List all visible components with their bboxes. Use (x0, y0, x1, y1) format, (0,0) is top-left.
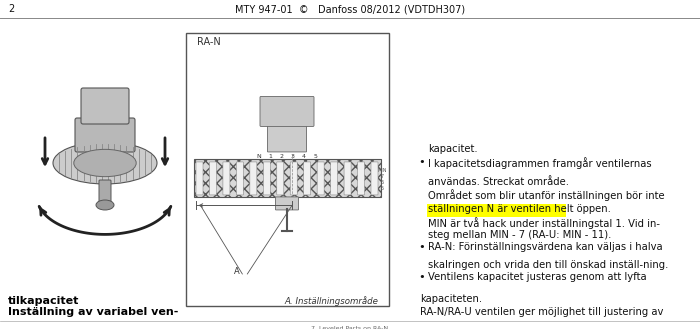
FancyBboxPatch shape (99, 180, 111, 204)
Text: •: • (418, 157, 425, 167)
Text: I kapacitetsdiagrammen framgår ventilernas: I kapacitetsdiagrammen framgår ventilern… (428, 157, 652, 169)
FancyBboxPatch shape (263, 162, 270, 195)
Text: användas. Streckat område.: användas. Streckat område. (428, 177, 569, 187)
Text: 2: 2 (279, 154, 284, 160)
Text: 7. Leveled Parts on RA-N: 7. Leveled Parts on RA-N (312, 326, 388, 329)
Text: 4: 4 (302, 154, 306, 160)
FancyBboxPatch shape (81, 88, 129, 124)
FancyBboxPatch shape (209, 162, 216, 195)
Text: steg mellan MIN - 7 (RA-U: MIN - 11).: steg mellan MIN - 7 (RA-U: MIN - 11). (428, 230, 611, 240)
FancyBboxPatch shape (250, 162, 257, 195)
FancyBboxPatch shape (317, 162, 324, 195)
Text: 1: 1 (268, 154, 272, 160)
Text: Området som blir utanför inställningen bör inte: Området som blir utanför inställningen b… (428, 190, 664, 201)
FancyBboxPatch shape (196, 162, 203, 195)
Text: 3: 3 (290, 154, 295, 160)
Text: kapaciteten.: kapaciteten. (420, 294, 482, 305)
Text: A: A (234, 267, 239, 276)
Bar (186, 33, 388, 306)
FancyBboxPatch shape (276, 197, 298, 210)
Text: RA-N: Förinställningsvärdena kan väljas i halva: RA-N: Förinställningsvärdena kan väljas … (428, 242, 663, 252)
FancyBboxPatch shape (276, 162, 284, 195)
Ellipse shape (74, 149, 136, 177)
Text: 5: 5 (313, 154, 317, 160)
Bar (427, 204, 566, 217)
Text: •: • (418, 242, 425, 252)
Text: tilkapacitet: tilkapacitet (8, 296, 79, 306)
Text: N: N (257, 154, 261, 160)
Ellipse shape (53, 142, 157, 184)
Text: ställningen N är ventilen helt öppen.: ställningen N är ventilen helt öppen. (428, 205, 611, 215)
FancyBboxPatch shape (260, 96, 314, 126)
Text: RA-N/RA-U ventilen ger möjlighet till justering av: RA-N/RA-U ventilen ger möjlighet till ju… (420, 307, 664, 317)
Bar (193, 160, 381, 197)
Text: skalringen och vrida den till önskad inställ-ning.: skalringen och vrida den till önskad ins… (428, 260, 668, 269)
FancyBboxPatch shape (330, 162, 337, 195)
FancyBboxPatch shape (290, 162, 298, 195)
Text: Inställning av variabel ven-: Inställning av variabel ven- (8, 307, 178, 317)
FancyBboxPatch shape (358, 162, 365, 195)
Text: 2: 2 (8, 4, 14, 14)
Text: RA-N: RA-N (197, 37, 221, 47)
FancyBboxPatch shape (223, 162, 230, 195)
FancyBboxPatch shape (344, 162, 351, 195)
Text: Ventilens kapacitet justeras genom att lyfta: Ventilens kapacitet justeras genom att l… (428, 272, 647, 282)
FancyBboxPatch shape (371, 162, 378, 195)
Text: •: • (418, 272, 425, 282)
FancyBboxPatch shape (304, 162, 311, 195)
Text: MIN är två hack under inställningstal 1. Vid in-: MIN är två hack under inställningstal 1.… (428, 217, 660, 229)
FancyBboxPatch shape (267, 123, 307, 152)
Text: MTY 947-01  ©   Danfoss 08/2012 (VDTDH307): MTY 947-01 © Danfoss 08/2012 (VDTDH307) (235, 4, 465, 14)
Text: A. Inställningsområde: A. Inställningsområde (285, 296, 379, 306)
Text: MIN
7
6
5: MIN 7 6 5 (378, 168, 387, 190)
FancyBboxPatch shape (237, 162, 244, 195)
Text: kapacitet.: kapacitet. (428, 144, 477, 155)
FancyBboxPatch shape (75, 118, 135, 152)
Ellipse shape (96, 200, 114, 210)
